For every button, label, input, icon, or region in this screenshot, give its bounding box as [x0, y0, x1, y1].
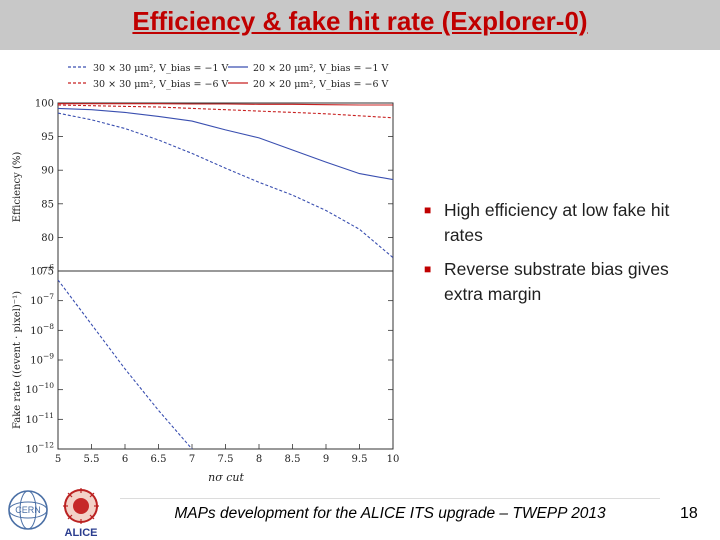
bullet-text: Reverse substrate bias gives extra margi… — [444, 259, 669, 304]
fakerate-ytick-label: 10−10 — [25, 381, 54, 396]
efficiency-series-line — [57, 112, 394, 259]
fakerate-ytick-label: 10−6 — [30, 263, 54, 278]
efficiency-ytick-label: 80 — [41, 233, 54, 244]
cern-logo: CERN — [8, 490, 48, 530]
fakerate-ytick-label: 10−11 — [25, 411, 54, 426]
fakerate-xlabel: nσ cut — [208, 471, 244, 484]
efficiency-series-line — [58, 103, 393, 106]
fakerate-series-line — [57, 279, 193, 450]
fakerate-xtick-label: 6 — [122, 454, 128, 465]
efficiency-series-line — [57, 107, 394, 181]
fakerate-xtick-label: 8.5 — [285, 454, 301, 465]
legend: 30 × 30 μm², V_bias = −1 V 20 × 20 μm², V… — [68, 63, 389, 90]
bullet-marker-icon: ■ — [424, 262, 432, 276]
alice-logo-text: ALICE — [65, 527, 98, 539]
fakerate-xtick-label: 5.5 — [84, 454, 100, 465]
fakerate-ytick-label: 10−12 — [25, 441, 54, 456]
footer-divider — [120, 498, 660, 499]
fakerate-ytick-label: 10−9 — [30, 352, 54, 367]
fakerate-xtick-label: 7 — [189, 454, 195, 465]
bullet-item: ■ Reverse substrate bias gives extra mar… — [420, 257, 690, 307]
alice-logo: ALICE — [63, 488, 99, 539]
fakerate-xtick-label: 7.5 — [218, 454, 234, 465]
fakerate-xtick-label: 6.5 — [151, 454, 167, 465]
fakerate-xtick-label: 8 — [256, 454, 262, 465]
fakerate-ylabel: Fake rate ((event · pixel)⁻¹) — [12, 291, 23, 429]
fakerate-panel: Fake rate ((event · pixel)⁻¹) 10−6 10−7 10… — [12, 263, 399, 485]
fakerate-ytick-label: 10−8 — [30, 322, 54, 337]
efficiency-panel: Efficiency (%) 75 80 85 90 95 100 — [12, 99, 394, 278]
efficiency-series-line — [57, 104, 394, 119]
efficiency-ylabel: Efficiency (%) — [12, 152, 23, 223]
bullet-marker-icon: ■ — [424, 203, 432, 217]
fakerate-ytick-label: 10−7 — [30, 292, 54, 307]
legend-label: 20 × 20 μm², V_bias = −1 V — [253, 63, 389, 74]
bullet-text: High efficiency at low fake hit rates — [444, 200, 670, 245]
fakerate-plot-frame — [57, 270, 394, 450]
efficiency-fakerate-chart: 30 × 30 μm², V_bias = −1 V 20 × 20 μm², V… — [12, 63, 399, 485]
fakerate-xtick-label: 9.5 — [352, 454, 368, 465]
legend-label: 20 × 20 μm², V_bias = −6 V — [253, 79, 389, 90]
bullet-list: ■ High efficiency at low fake hit rates … — [420, 198, 690, 316]
efficiency-ytick-label: 95 — [41, 132, 54, 143]
fakerate-xtick-label: 10 — [387, 454, 400, 465]
efficiency-ytick-label: 100 — [35, 99, 54, 110]
legend-label: 30 × 30 μm², V_bias = −1 V — [93, 63, 229, 74]
efficiency-ytick-label: 90 — [41, 166, 54, 177]
page-number: 18 — [680, 505, 698, 522]
title-bar — [0, 0, 720, 50]
footer-text: MAPs development for the ALICE ITS upgra… — [174, 505, 606, 522]
efficiency-plot-frame — [57, 102, 394, 272]
efficiency-ytick-label: 85 — [41, 199, 54, 210]
fakerate-xtick-label: 5 — [55, 454, 61, 465]
fakerate-xtick-label: 9 — [323, 454, 329, 465]
efficiency-ytick-label: 75 — [41, 267, 54, 278]
bullet-item: ■ High efficiency at low fake hit rates — [420, 198, 690, 248]
slide-title: Efficiency & fake hit rate (Explorer-0) — [132, 6, 588, 36]
cern-logo-text: CERN — [15, 505, 41, 515]
legend-label: 30 × 30 μm², V_bias = −6 V — [93, 79, 229, 90]
